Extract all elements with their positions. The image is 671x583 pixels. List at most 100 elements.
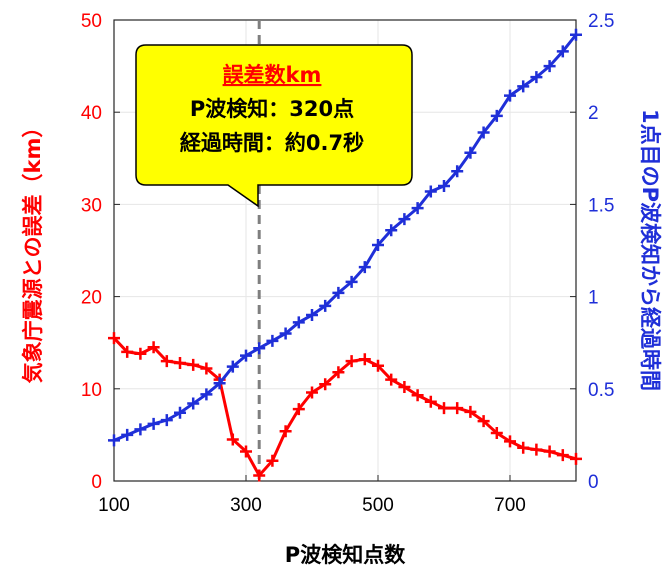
- elapsed-time-point: [464, 146, 477, 159]
- error-point: [306, 386, 318, 399]
- error-point: [464, 405, 477, 418]
- elapsed-time-point: [358, 261, 371, 274]
- error-point: [358, 353, 371, 366]
- y-tick-label-right: 1.5: [588, 195, 614, 216]
- callout-elapsed-time: 経過時間：約0.7秒: [180, 131, 364, 155]
- elapsed-time-point: [253, 342, 266, 355]
- error-point: [266, 454, 279, 467]
- elapsed-time-point: [332, 286, 345, 299]
- y-tick-label-left: 40: [81, 103, 102, 124]
- x-axis-label: P波検知点数: [285, 543, 406, 567]
- error-point: [451, 402, 464, 415]
- y-axis-left-label: 気象庁震源との誤差（km）: [21, 117, 45, 384]
- elapsed-time-point: [477, 126, 490, 139]
- error-point: [543, 445, 556, 458]
- error-point: [477, 415, 490, 428]
- y-tick-label-right: 2: [588, 103, 599, 124]
- x-tick-label: 100: [98, 495, 130, 516]
- elapsed-time-point: [345, 275, 358, 288]
- y-tick-label-right: 0: [588, 472, 599, 493]
- elapsed-time-point: [226, 360, 239, 373]
- error-point: [438, 402, 450, 415]
- callout: 誤差数km P波検知：320点 経過時間：約0.7秒: [135, 44, 413, 208]
- y-axis-right-label: 1点目のP波検知から経過時間: [638, 109, 662, 391]
- error-point: [160, 355, 173, 368]
- error-point: [187, 358, 200, 371]
- error-line: [112, 337, 577, 479]
- error-point: [121, 345, 134, 358]
- elapsed-time-point: [517, 80, 530, 93]
- elapsed-time-point: [530, 71, 543, 84]
- x-tick-label: 500: [362, 495, 394, 516]
- callout-title: 誤差数km: [223, 63, 322, 87]
- elapsed-time-point: [160, 414, 173, 427]
- y-tick-label-left: 10: [81, 380, 102, 401]
- elapsed-time-point: [200, 388, 213, 401]
- error-point: [570, 452, 582, 465]
- error-point: [226, 433, 239, 446]
- error-point: [292, 403, 305, 416]
- elapsed-time-point: [134, 423, 147, 436]
- elapsed-time-point: [213, 377, 226, 390]
- elapsed-time-point: [556, 45, 569, 58]
- y-tick-label-right: 1: [588, 288, 599, 309]
- elapsed-time-series: [108, 28, 582, 447]
- error-point: [424, 395, 437, 408]
- elapsed-time-line: [113, 33, 578, 442]
- elapsed-time-point: [385, 224, 398, 237]
- elapsed-time-point: [451, 165, 464, 178]
- elapsed-time-point: [266, 334, 279, 347]
- plot-frame: [113, 19, 577, 482]
- error-point: [372, 359, 384, 372]
- error-point: [253, 469, 266, 482]
- error-point: [517, 441, 530, 454]
- elapsed-time-point: [319, 299, 332, 312]
- elapsed-time-point: [372, 238, 384, 251]
- error-point: [279, 425, 292, 438]
- x-tick-label: 700: [494, 495, 526, 516]
- error-point: [411, 389, 424, 402]
- y-tick-label-right: 2.5: [588, 11, 614, 32]
- error-point: [147, 341, 160, 354]
- elapsed-time-point: [240, 349, 252, 362]
- error-series: [108, 332, 582, 482]
- error-point: [332, 366, 345, 379]
- error-point: [398, 380, 411, 393]
- elapsed-time-point: [411, 202, 424, 215]
- error-point: [200, 362, 213, 375]
- elapsed-time-point: [292, 316, 305, 329]
- elapsed-time-point: [187, 397, 200, 410]
- y-tick-label-right: 0.5: [588, 380, 614, 401]
- error-point: [530, 443, 543, 456]
- error-point: [108, 332, 120, 345]
- error-point: [134, 347, 147, 360]
- elapsed-time-point: [306, 309, 318, 322]
- error-point: [385, 373, 398, 386]
- elapsed-time-point: [490, 109, 503, 122]
- elapsed-time-point: [121, 428, 134, 441]
- elapsed-time-point: [543, 60, 556, 73]
- elapsed-time-point: [504, 89, 516, 102]
- elapsed-time-point: [108, 434, 120, 447]
- callout-detection-count: P波検知：320点: [190, 97, 354, 121]
- y-tick-label-left: 50: [81, 11, 102, 32]
- elapsed-time-point: [438, 179, 450, 192]
- y-tick-label-left: 0: [91, 472, 102, 493]
- error-point: [174, 356, 186, 369]
- x-tick-label: 300: [230, 495, 262, 516]
- error-point: [556, 449, 569, 462]
- error-point: [319, 378, 332, 391]
- elapsed-time-point: [424, 185, 437, 198]
- y-tick-label-left: 30: [81, 195, 102, 216]
- y-tick-label-left: 20: [81, 288, 102, 309]
- elapsed-time-point: [398, 213, 411, 226]
- error-point: [345, 355, 358, 368]
- error-point: [504, 435, 516, 448]
- callout-bubble: [135, 44, 413, 208]
- error-point: [490, 427, 503, 440]
- elapsed-time-point: [174, 406, 186, 419]
- error-point: [240, 445, 252, 458]
- elapsed-time-point: [570, 28, 582, 41]
